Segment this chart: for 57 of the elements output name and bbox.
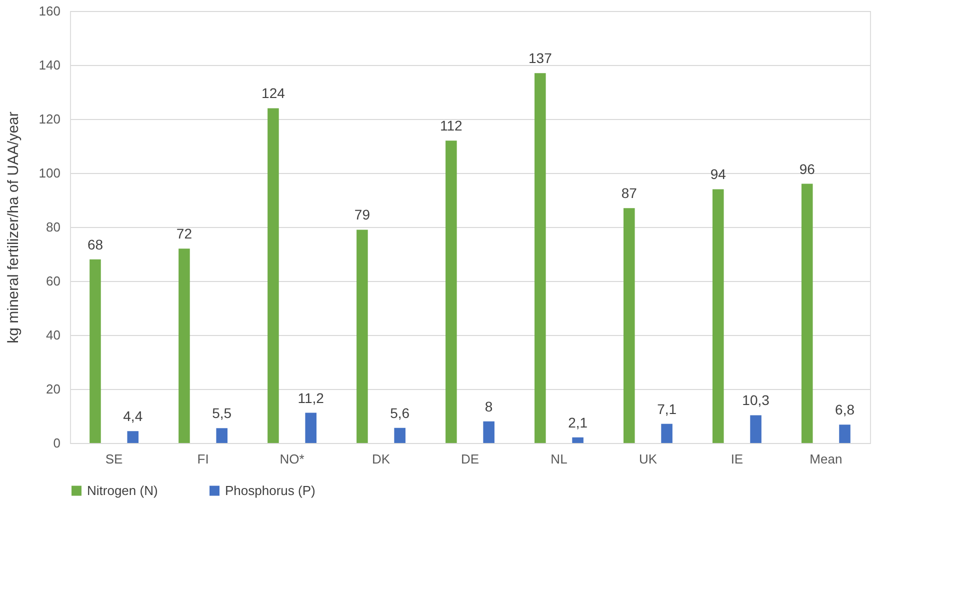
legend-label: Phosphorus (P) bbox=[225, 482, 316, 498]
x-tick-label: FI bbox=[197, 452, 209, 466]
data-label: 96 bbox=[799, 160, 816, 177]
data-label: 94 bbox=[710, 166, 726, 182]
y-tick-label: 120 bbox=[38, 112, 60, 126]
data-label: 112 bbox=[440, 118, 463, 134]
data-label: 68 bbox=[87, 236, 104, 252]
bar bbox=[661, 424, 672, 443]
bar bbox=[394, 428, 406, 443]
bar bbox=[624, 208, 635, 443]
bar bbox=[750, 415, 762, 443]
x-tick-label: IE bbox=[730, 452, 744, 466]
y-axis-title: kg mineral fertilizer/ha of UAA/year bbox=[4, 112, 22, 344]
bar bbox=[712, 189, 724, 443]
data-label: 72 bbox=[176, 226, 192, 242]
bar bbox=[839, 424, 850, 443]
data-label: 5,5 bbox=[212, 405, 232, 422]
x-tick-label: Mean bbox=[810, 452, 842, 466]
bar bbox=[801, 184, 813, 443]
data-label: 2,1 bbox=[568, 414, 588, 430]
y-tick-label: 20 bbox=[46, 382, 60, 396]
y-tick-label: 100 bbox=[38, 166, 60, 180]
x-tick-label: SE bbox=[105, 452, 124, 466]
bar bbox=[178, 248, 190, 443]
bar bbox=[356, 230, 368, 443]
data-label: 124 bbox=[262, 85, 286, 102]
bar bbox=[483, 421, 494, 443]
bar bbox=[216, 428, 228, 443]
x-tick-label: DE bbox=[460, 452, 480, 466]
x-tick-label: DK bbox=[372, 452, 390, 466]
bar bbox=[446, 140, 457, 443]
data-label: 5,6 bbox=[390, 404, 410, 421]
data-label: 137 bbox=[528, 50, 552, 66]
bar bbox=[268, 108, 279, 443]
data-label: 87 bbox=[621, 185, 638, 202]
y-tick-label: 40 bbox=[46, 328, 60, 342]
x-tick-label: NO* bbox=[280, 452, 304, 466]
bar bbox=[127, 431, 139, 443]
y-tick-label: 0 bbox=[53, 436, 60, 450]
data-label: 11,2 bbox=[298, 390, 324, 406]
bar bbox=[305, 412, 316, 443]
data-label: 6,8 bbox=[835, 402, 855, 418]
bar bbox=[90, 259, 101, 443]
y-tick-label: 160 bbox=[38, 4, 60, 18]
bar bbox=[534, 73, 546, 443]
y-tick-label: 140 bbox=[38, 58, 60, 72]
data-label: 7,1 bbox=[657, 400, 677, 417]
data-label: 4,4 bbox=[123, 408, 143, 424]
x-tick-label: UK bbox=[638, 452, 658, 466]
y-tick-label: 60 bbox=[46, 274, 60, 288]
data-label: 10,3 bbox=[742, 392, 770, 408]
bar bbox=[572, 437, 584, 443]
y-tick-label: 80 bbox=[46, 220, 60, 234]
data-label: 8 bbox=[484, 398, 493, 414]
x-tick-label: NL bbox=[550, 452, 568, 466]
legend-label: Nitrogen (N) bbox=[87, 482, 158, 498]
data-label: 79 bbox=[354, 206, 370, 223]
